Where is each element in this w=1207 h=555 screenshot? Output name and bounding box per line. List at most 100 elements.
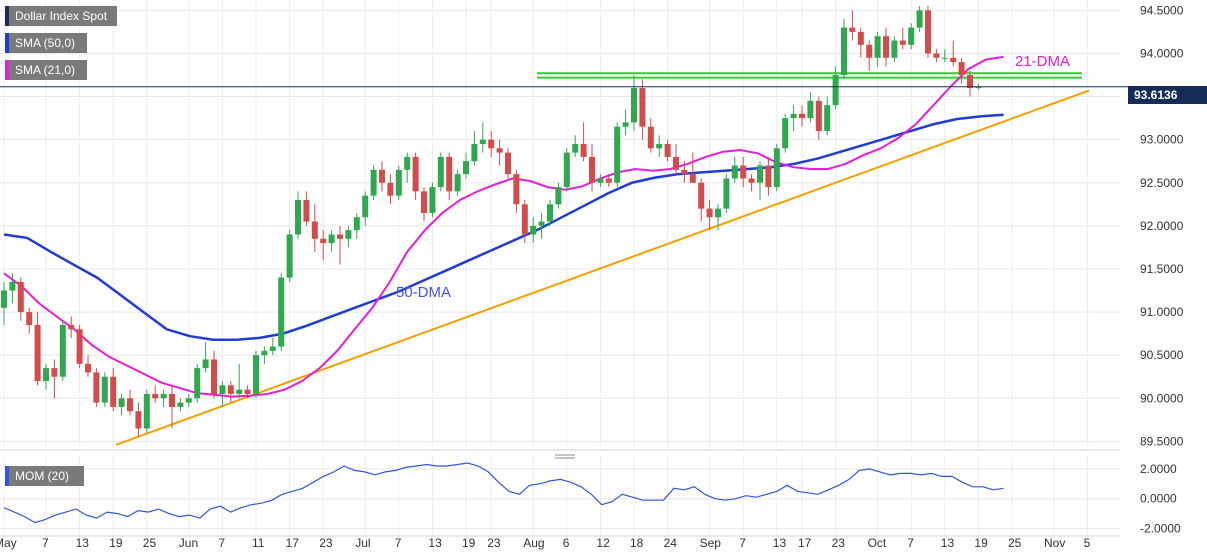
x-tick-label: 23 — [832, 536, 846, 550]
candle-body — [530, 225, 537, 235]
x-tick-label: 7 — [395, 536, 402, 550]
annotation-50-dma: 50-DMA — [396, 284, 451, 301]
y-tick-label: 94.0000 — [1140, 46, 1184, 60]
candle-body — [664, 143, 671, 157]
candle-body — [93, 372, 100, 403]
candle-body — [824, 105, 831, 132]
candle-body — [479, 139, 486, 144]
mom-tick-label: 2.0000 — [1140, 462, 1177, 476]
momentum-line — [3, 462, 1004, 524]
candle-body — [185, 398, 192, 403]
sma50-line — [3, 113, 1004, 341]
legend-momentum[interactable]: MOM (20) — [5, 466, 84, 486]
candle-body — [85, 363, 91, 373]
legend-sma21[interactable]: SMA (21,0) — [5, 60, 87, 80]
x-tick-label: 23 — [487, 536, 501, 550]
candle-body — [521, 204, 528, 235]
legend-symbol-swatch — [5, 6, 9, 26]
candle-body — [395, 169, 402, 196]
candle-body — [278, 277, 285, 347]
legend-sma50-swatch — [5, 33, 9, 53]
x-tick-label: 7 — [218, 536, 225, 550]
candle-body — [740, 165, 747, 179]
candle-body — [757, 165, 763, 183]
candle-body — [43, 368, 49, 382]
candle-body — [538, 221, 545, 226]
candle-body — [421, 191, 427, 213]
candle-body — [446, 156, 453, 192]
legend-momentum-label: MOM (20) — [15, 469, 69, 483]
last-price-tag: 93.6136 — [1128, 86, 1207, 104]
y-tick-label: 90.0000 — [1140, 391, 1184, 405]
candle-body — [59, 325, 66, 377]
candle-body — [706, 208, 713, 218]
candle-body — [311, 221, 318, 239]
candle-body — [908, 27, 915, 45]
legend-symbol[interactable]: Dollar Index Spot — [5, 6, 117, 26]
candle-body — [177, 402, 184, 407]
x-tick-label: 25 — [143, 536, 157, 550]
y-tick-label: 89.5000 — [1140, 434, 1184, 448]
candle-body — [580, 143, 587, 157]
candle-body — [925, 10, 931, 54]
candle-body — [404, 156, 411, 170]
candle-body — [26, 312, 33, 325]
x-tick-label: 11 — [252, 536, 265, 550]
candle-body — [631, 87, 637, 123]
candle-body — [933, 53, 940, 58]
x-tick-label: 13 — [941, 536, 955, 550]
candle-body — [689, 174, 696, 183]
candle-body — [370, 169, 377, 196]
x-tick-label: 17 — [286, 536, 300, 550]
candle-body — [563, 152, 570, 188]
y-tick-label: 93.0000 — [1140, 133, 1184, 147]
candle-body — [807, 100, 814, 119]
candle-body — [799, 113, 805, 119]
candle-body — [143, 393, 150, 429]
candle-body — [723, 178, 730, 209]
main-pane-grid — [0, 0, 1120, 450]
candlestick-series — [1, 6, 982, 438]
candle-body — [328, 234, 335, 244]
candle-body — [261, 350, 268, 356]
candle-body — [790, 113, 797, 119]
candle-body — [387, 182, 394, 196]
candle-body — [1, 290, 7, 308]
x-tick-label: 17 — [798, 536, 812, 550]
candle-body — [101, 376, 108, 403]
pane-splitter-handle[interactable] — [555, 454, 575, 459]
legend-sma21-swatch — [5, 60, 9, 80]
annotation-21-dma: 21-DMA — [1015, 53, 1070, 70]
candle-body — [572, 143, 579, 153]
candle-body — [34, 325, 41, 382]
x-tick-label: 7 — [42, 536, 49, 550]
momentum-path — [3, 462, 1004, 524]
candle-body — [647, 126, 654, 149]
candle-body — [505, 152, 511, 175]
x-tick-label: 7 — [739, 536, 746, 550]
x-tick-label: 25 — [1008, 536, 1022, 550]
candle-body — [849, 27, 856, 32]
x-tick-label: 5 — [1084, 536, 1091, 550]
candle-body — [202, 359, 209, 369]
candle-body — [286, 234, 293, 278]
legend-sma50[interactable]: SMA (50,0) — [5, 33, 87, 53]
sma21-path — [3, 55, 1004, 398]
candle-body — [463, 161, 469, 175]
sma21-line — [3, 55, 1004, 398]
candle-body — [513, 174, 520, 205]
candle-body — [219, 385, 226, 394]
x-tick-label: 23 — [319, 536, 333, 550]
candle-body — [362, 195, 369, 218]
x-tick-label: 6 — [563, 536, 570, 550]
x-tick-label: Jun — [179, 536, 198, 550]
candle-body — [899, 40, 906, 45]
candle-body — [353, 217, 360, 231]
candle-body — [941, 57, 948, 59]
candle-body — [379, 169, 385, 183]
x-tick-label: Nov — [1044, 536, 1065, 550]
candle-body — [227, 385, 234, 394]
candle-body — [883, 36, 889, 58]
